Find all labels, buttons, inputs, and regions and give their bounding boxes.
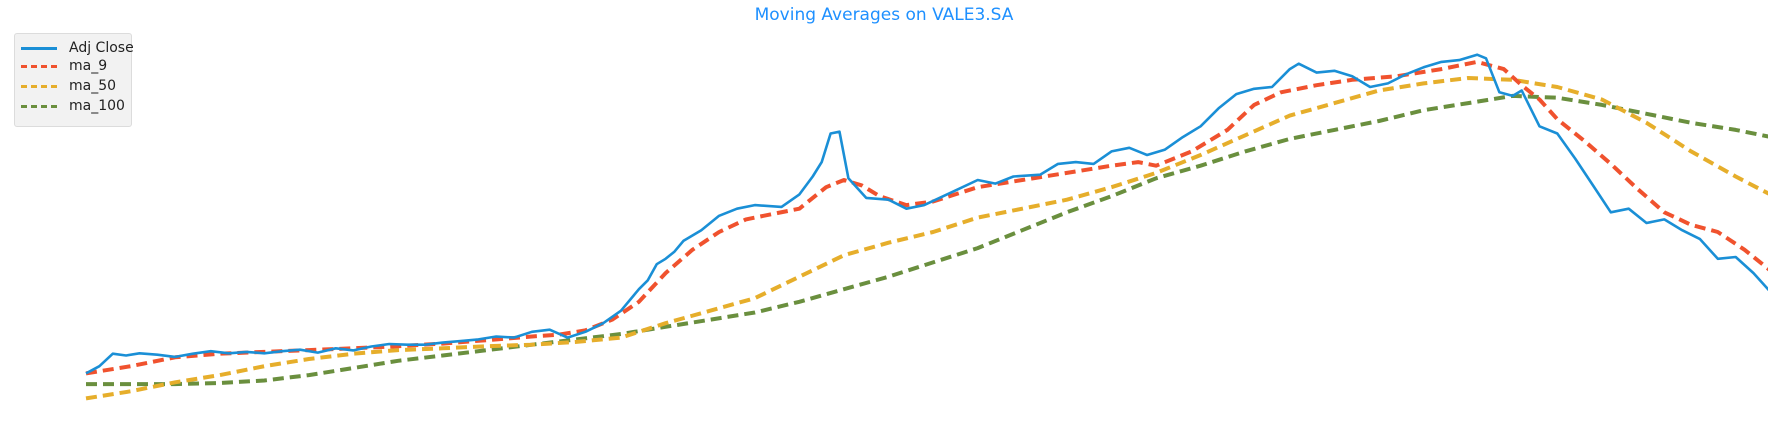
series-line-ma-50 <box>85 76 1768 401</box>
legend-swatch-adj-close <box>21 46 57 50</box>
legend: Adj Close ma_9 ma_50 ma_100 <box>14 33 134 127</box>
legend-swatch-ma-100 <box>21 104 57 108</box>
series-line-ma-9 <box>85 59 1768 376</box>
legend-label-ma-50: ma_50 <box>69 78 117 94</box>
series-line-adj-close <box>85 53 1768 375</box>
legend-swatch-ma-50 <box>21 84 57 88</box>
legend-swatch-ma-9 <box>21 64 57 68</box>
legend-label-ma-9: ma_9 <box>69 58 108 74</box>
legend-item-ma-100: ma_100 <box>21 97 125 115</box>
series-line-ma-100 <box>86 93 1768 387</box>
legend-item-adj-close: Adj Close <box>21 39 134 57</box>
legend-label-adj-close: Adj Close <box>69 40 134 56</box>
legend-item-ma-9: ma_9 <box>21 57 107 75</box>
series-layer <box>85 53 1768 401</box>
legend-label-ma-100: ma_100 <box>69 98 125 114</box>
legend-item-ma-50: ma_50 <box>21 77 116 95</box>
chart-title: Moving Averages on VALE3.SA <box>755 5 1014 25</box>
